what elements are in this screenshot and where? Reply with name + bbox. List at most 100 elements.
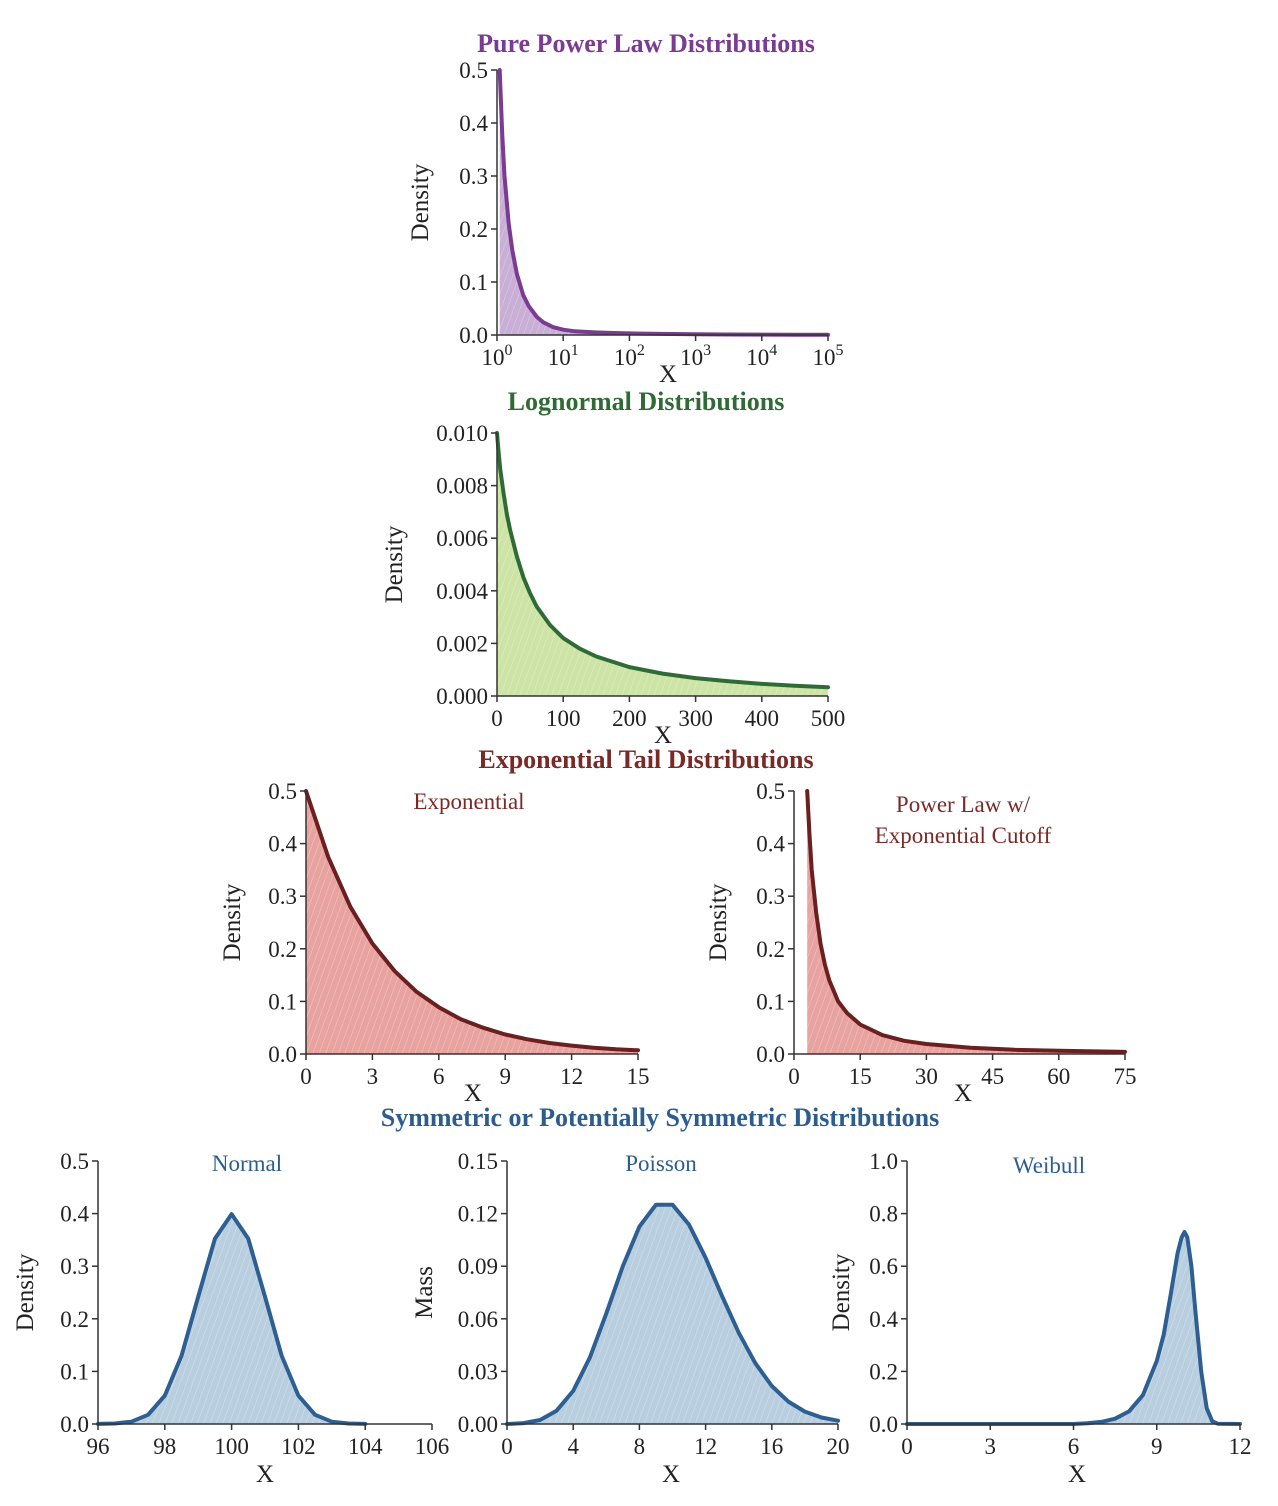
lognormal-ytick-label: 0.010 <box>436 421 488 446</box>
exponential-xtick-label: 0 <box>300 1064 312 1089</box>
normal-xtick-label: 106 <box>415 1434 450 1459</box>
plcutoff-x-axis-label: X <box>954 1080 972 1107</box>
poisson-ytick-label: 0.06 <box>458 1307 498 1332</box>
lognormal-section-title: Lognormal Distributions <box>508 387 785 416</box>
weibull-ytick-label: 0.0 <box>869 1412 898 1437</box>
plcutoff-ytick-label: 0.1 <box>756 989 785 1014</box>
plcutoff-xtick-label: 60 <box>1047 1064 1070 1089</box>
powerlaw-xtick-label: 104 <box>746 342 777 370</box>
weibull-area-hatch <box>907 1232 1240 1424</box>
normal-chart: 0.0 0.1 0.2 0.3 0.4 0.5 96 98 100 102 104 106 X Densi… <box>12 1149 449 1488</box>
powerlaw-area <box>499 70 828 335</box>
poisson-x-axis-label: X <box>662 1461 680 1488</box>
powerlaw-ytick-label: 0.5 <box>459 58 488 83</box>
normal-xtick-label: 104 <box>348 1434 383 1459</box>
powerlaw-xtick-label: 105 <box>813 342 844 370</box>
powerlaw-xtick-label: 103 <box>680 342 711 370</box>
lognormal-ytick-label: 0.000 <box>436 684 488 709</box>
powerlaw-xtick-label: 102 <box>614 342 645 370</box>
plcutoff-ytick-label: 0.4 <box>756 832 785 857</box>
plcutoff-chart: 0.0 0.1 0.2 0.3 0.4 0.5 0 15 30 45 60 75 X Density Pow… <box>705 779 1137 1107</box>
lognormal-ytick-label: 0.006 <box>436 526 488 551</box>
plcutoff-xtick-label: 45 <box>981 1064 1004 1089</box>
normal-ytick-label: 0.0 <box>60 1412 89 1437</box>
lognormal-xtick-label: 500 <box>811 706 846 731</box>
plcutoff-ytick-label: 0.3 <box>756 884 785 909</box>
exponential-xtick-label: 12 <box>560 1064 583 1089</box>
weibull-ytick-label: 0.2 <box>869 1359 898 1384</box>
exponential-y-axis-label: Density <box>219 883 246 961</box>
powerlaw-ytick-label: 0.2 <box>459 217 488 242</box>
weibull-ytick-label: 0.8 <box>869 1202 898 1227</box>
lognormal-xtick-label: 300 <box>678 706 713 731</box>
normal-ytick-label: 0.5 <box>60 1149 89 1174</box>
lognormal-ytick-label: 0.008 <box>436 474 488 499</box>
weibull-xtick-label: 0 <box>901 1434 913 1459</box>
lognormal-ytick-label: 0.004 <box>436 579 488 604</box>
normal-xtick-label: 98 <box>153 1434 176 1459</box>
plcutoff-xtick-label: 30 <box>915 1064 938 1089</box>
exptail-section-title: Exponential Tail Distributions <box>478 745 813 774</box>
normal-xtick-label: 96 <box>87 1434 110 1459</box>
powerlaw-area-hatch <box>499 70 828 335</box>
plcutoff-ytick-label: 0.2 <box>756 937 785 962</box>
plcutoff-subplot-title: Power Law w/Exponential Cutoff <box>875 792 1052 848</box>
plcutoff-xtick-label: 75 <box>1114 1064 1137 1089</box>
powerlaw-x-axis-label: X <box>659 361 677 388</box>
weibull-y-axis-label: Density <box>828 1253 855 1331</box>
lognormal-xtick-label: 0 <box>491 706 503 731</box>
poisson-xtick-label: 16 <box>760 1434 783 1459</box>
poisson-xtick-label: 12 <box>694 1434 717 1459</box>
lognormal-chart: 0.000 0.002 0.004 0.006 0.008 0.010 0 100 200 300… <box>381 421 845 749</box>
lognormal-x-axis-label: X <box>654 722 672 749</box>
powerlaw-ytick-label: 0.4 <box>459 111 488 136</box>
symmetric-section-title: Symmetric or Potentially Symmetric Distr… <box>381 1103 939 1132</box>
powerlaw-curve <box>497 68 830 337</box>
exponential-ytick-label: 0.2 <box>268 937 297 962</box>
weibull-xtick-label: 9 <box>1151 1434 1163 1459</box>
poisson-ytick-label: 0.00 <box>458 1412 498 1437</box>
plcutoff-area-hatch <box>807 791 1125 1054</box>
plcutoff-ytick-label: 0.0 <box>756 1042 785 1067</box>
powerlaw-ytick-label: 0.0 <box>459 323 488 348</box>
exponential-chart: 0.0 0.1 0.2 0.3 0.4 0.5 0 3 6 9 12 15 X Density Expone… <box>219 779 650 1107</box>
poisson-ytick-label: 0.12 <box>458 1202 498 1227</box>
powerlaw-xtick-label: 101 <box>548 342 579 370</box>
powerlaw-section-title: Pure Power Law Distributions <box>477 29 815 58</box>
lognormal-xtick-label: 400 <box>745 706 780 731</box>
powerlaw-chart: 0.0 0.1 0.2 0.3 0.4 0.5 100 101 102 103 104 105 X Den… <box>407 58 844 388</box>
plcutoff-xtick-label: 15 <box>849 1064 872 1089</box>
weibull-ytick-label: 0.6 <box>869 1254 898 1279</box>
poisson-ytick-label: 0.15 <box>458 1149 498 1174</box>
lognormal-xtick-label: 100 <box>546 706 581 731</box>
poisson-xtick-label: 4 <box>567 1434 579 1459</box>
exponential-ytick-label: 0.1 <box>268 989 297 1014</box>
poisson-xtick-label: 0 <box>501 1434 513 1459</box>
lognormal-xtick-label: 200 <box>612 706 647 731</box>
exponential-ytick-label: 0.0 <box>268 1042 297 1067</box>
plcutoff-y-axis-label: Density <box>705 883 732 961</box>
poisson-area-hatch <box>507 1204 838 1424</box>
exponential-xtick-label: 15 <box>627 1064 650 1089</box>
weibull-subplot-title: Weibull <box>1013 1153 1085 1178</box>
exponential-ytick-label: 0.3 <box>268 884 297 909</box>
poisson-ytick-label: 0.09 <box>458 1254 498 1279</box>
lognormal-ytick-label: 0.002 <box>436 631 488 656</box>
weibull-ytick-label: 1.0 <box>869 1149 898 1174</box>
exponential-area-hatch <box>306 791 638 1054</box>
normal-xtick-label: 102 <box>281 1434 316 1459</box>
weibull-xtick-label: 12 <box>1229 1434 1252 1459</box>
plcutoff-ytick-label: 0.5 <box>756 779 785 804</box>
poisson-y-axis-label: Mass <box>411 1266 438 1319</box>
weibull-xtick-label: 6 <box>1068 1434 1080 1459</box>
powerlaw-ytick-label: 0.1 <box>459 270 488 295</box>
exponential-x-axis-label: X <box>464 1080 482 1107</box>
normal-xtick-label: 100 <box>214 1434 249 1459</box>
weibull-ytick-label: 0.4 <box>869 1307 898 1332</box>
poisson-ytick-label: 0.03 <box>458 1359 498 1384</box>
normal-x-axis-label: X <box>256 1461 274 1488</box>
lognormal-y-axis-label: Density <box>381 525 408 603</box>
powerlaw-xtick-label: 100 <box>482 342 513 370</box>
normal-ytick-label: 0.3 <box>60 1254 89 1279</box>
